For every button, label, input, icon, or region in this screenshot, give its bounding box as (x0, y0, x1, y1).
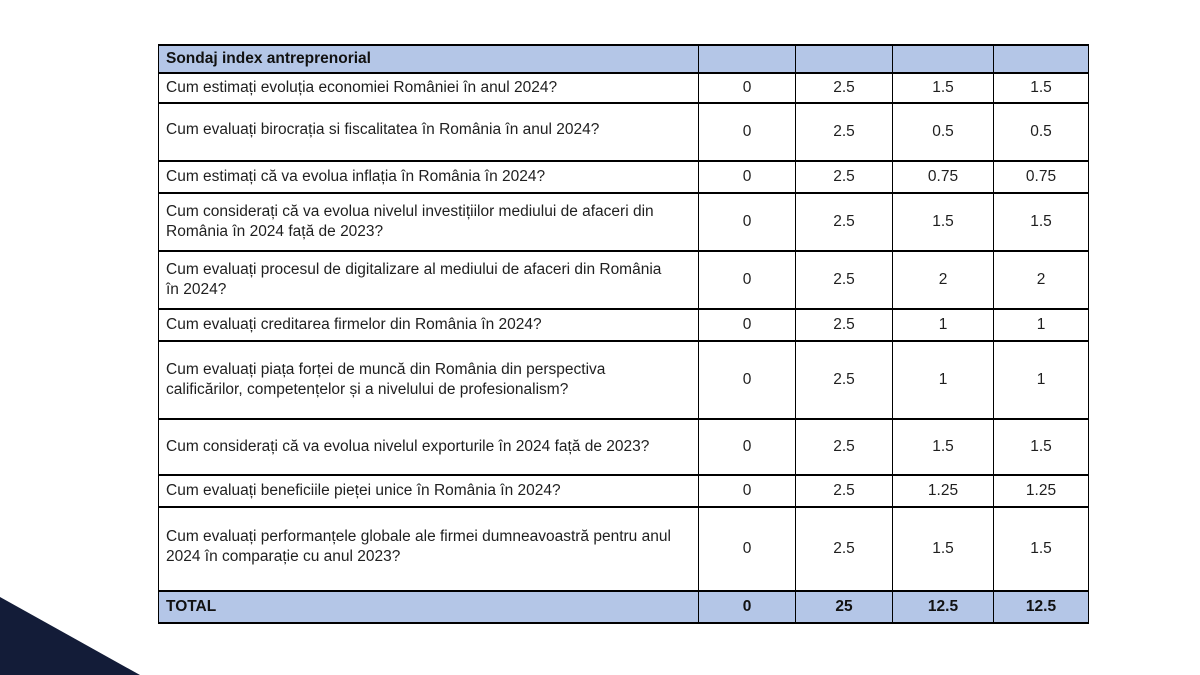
value-cell: 0 (698, 250, 796, 310)
table-row: Cum evaluați birocrația si fiscalitatea … (158, 102, 1089, 162)
question-cell: Cum evaluați birocrația si fiscalitatea … (158, 102, 699, 162)
value-cell: 2.5 (795, 308, 893, 342)
question-text: Cum considerați că va evolua nivelul inv… (166, 203, 654, 240)
corner-triangle-decoration (0, 597, 140, 675)
value-cell: 2.5 (795, 506, 893, 592)
table-row: Cum evaluați beneficiile pieței unice în… (158, 474, 1089, 508)
value-cell: 1 (892, 340, 994, 420)
question-text: Cum estimați evoluția economiei României… (166, 79, 558, 97)
value-cell: 1.5 (993, 418, 1089, 476)
value-cell: 1.5 (993, 72, 1089, 104)
value-cell: 1.5 (892, 418, 994, 476)
table-row: Cum evaluați piața forței de muncă din R… (158, 340, 1089, 420)
table-row: Cum estimați evoluția economiei României… (158, 72, 1089, 104)
value-cell: 2 (892, 250, 994, 310)
value-cell: 0 (698, 340, 796, 420)
value-cell: 2.5 (795, 474, 893, 508)
total-value-cell: 12.5 (892, 590, 994, 624)
question-text: Cum considerați că va evolua nivelul exp… (166, 438, 650, 456)
table-row: Cum considerați că va evolua nivelul exp… (158, 418, 1089, 476)
value-cell: 1.5 (993, 506, 1089, 592)
question-cell: Cum evaluați piața forței de muncă din R… (158, 340, 699, 420)
value-cell: 1 (993, 308, 1089, 342)
total-row: TOTAL 0 25 12.5 12.5 (158, 590, 1089, 624)
question-text: Cum estimați că va evolua inflația în Ro… (166, 168, 546, 186)
corner-triangle-shape (0, 597, 140, 675)
question-cell: Cum evaluați performanțele globale ale f… (158, 506, 699, 592)
value-cell: 2.5 (795, 192, 893, 252)
table-row: Cum evaluați procesul de digitalizare al… (158, 250, 1089, 310)
value-cell: 0.5 (993, 102, 1089, 162)
value-cell: 0 (698, 192, 796, 252)
question-cell: Cum estimați evoluția economiei României… (158, 72, 699, 104)
value-cell: 0.5 (892, 102, 994, 162)
question-text: Cum evaluați procesul de digitalizare al… (166, 261, 662, 298)
value-cell: 2.5 (795, 160, 893, 194)
value-cell: 2 (993, 250, 1089, 310)
table-row: Cum evaluați creditarea firmelor din Rom… (158, 308, 1089, 342)
value-cell: 1.5 (892, 506, 994, 592)
value-cell: 0.75 (892, 160, 994, 194)
header-empty-cell (892, 44, 994, 74)
value-cell: 1 (892, 308, 994, 342)
value-cell: 1.5 (892, 72, 994, 104)
value-cell: 1 (993, 340, 1089, 420)
value-cell: 0 (698, 418, 796, 476)
question-text: Cum evaluați birocrația si fiscalitatea … (166, 121, 600, 139)
value-cell: 1.25 (993, 474, 1089, 508)
question-text: Cum evaluați beneficiile pieței unice în… (166, 482, 561, 500)
value-cell: 2.5 (795, 102, 893, 162)
survey-table: Sondaj index antreprenorial Cum estimați… (158, 44, 1089, 624)
total-value-cell: 12.5 (993, 590, 1089, 624)
total-label: TOTAL (158, 590, 699, 624)
value-cell: 2.5 (795, 418, 893, 476)
question-cell: Cum considerați că va evolua nivelul inv… (158, 192, 699, 252)
value-cell: 1.5 (892, 192, 994, 252)
question-cell: Cum considerați că va evolua nivelul exp… (158, 418, 699, 476)
question-text: Cum evaluați piața forței de muncă din R… (166, 361, 606, 398)
question-text: Cum evaluați performanțele globale ale f… (166, 528, 671, 565)
value-cell: 0.75 (993, 160, 1089, 194)
total-value-cell: 25 (795, 590, 893, 624)
question-cell: Cum evaluați procesul de digitalizare al… (158, 250, 699, 310)
question-cell: Cum evaluați beneficiile pieței unice în… (158, 474, 699, 508)
value-cell: 2.5 (795, 340, 893, 420)
header-empty-cell (993, 44, 1089, 74)
total-value-cell: 0 (698, 590, 796, 624)
question-cell: Cum evaluați creditarea firmelor din Rom… (158, 308, 699, 342)
table-row: Cum estimați că va evolua inflația în Ro… (158, 160, 1089, 194)
value-cell: 0 (698, 160, 796, 194)
table-title: Sondaj index antreprenorial (158, 44, 699, 74)
value-cell: 0 (698, 308, 796, 342)
value-cell: 2.5 (795, 72, 893, 104)
table-row: Cum considerați că va evolua nivelul inv… (158, 192, 1089, 252)
header-empty-cell (698, 44, 796, 74)
value-cell: 1.5 (993, 192, 1089, 252)
value-cell: 0 (698, 72, 796, 104)
table-header-row: Sondaj index antreprenorial (158, 44, 1089, 74)
value-cell: 1.25 (892, 474, 994, 508)
value-cell: 2.5 (795, 250, 893, 310)
header-empty-cell (795, 44, 893, 74)
value-cell: 0 (698, 474, 796, 508)
value-cell: 0 (698, 506, 796, 592)
table-row: Cum evaluați performanțele globale ale f… (158, 506, 1089, 592)
value-cell: 0 (698, 102, 796, 162)
question-cell: Cum estimați că va evolua inflația în Ro… (158, 160, 699, 194)
question-text: Cum evaluați creditarea firmelor din Rom… (166, 316, 542, 334)
